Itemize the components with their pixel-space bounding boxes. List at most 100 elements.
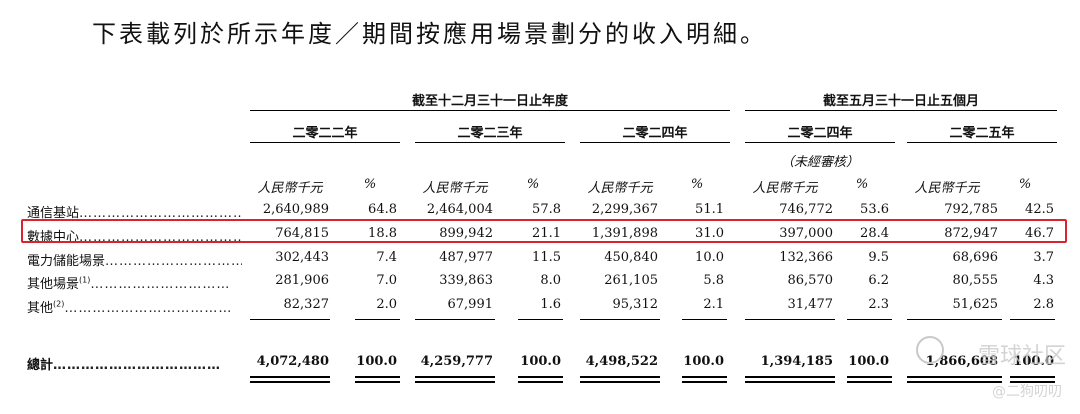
footnote-marker: (2) bbox=[53, 299, 65, 309]
amount-cell: 95,312 bbox=[612, 297, 659, 312]
row-label: 其他(2)……………………………… bbox=[27, 297, 242, 316]
percent-cell: 8.0 bbox=[540, 273, 561, 288]
unit-pct: % bbox=[1018, 177, 1032, 192]
amount-cell: 132,366 bbox=[779, 250, 833, 265]
unit-pct: % bbox=[526, 177, 540, 192]
watermark-user: @二狗叨叨 bbox=[992, 384, 1062, 400]
subtotal-rule bbox=[682, 319, 727, 320]
amount-cell: 764,815 bbox=[275, 226, 329, 241]
amount-cell: 4,498,522 bbox=[585, 354, 658, 369]
row-label: 其他場景(1)………………………… bbox=[27, 273, 242, 292]
amount-cell: 899,942 bbox=[439, 226, 493, 241]
total-double-rule bbox=[580, 376, 660, 383]
percent-cell: 100.0 bbox=[848, 354, 889, 369]
amount-cell: 1,866,608 bbox=[925, 354, 998, 369]
percent-cell: 28.4 bbox=[860, 226, 889, 241]
percent-cell: 2.8 bbox=[1033, 297, 1054, 312]
percent-cell: 4.3 bbox=[1033, 273, 1054, 288]
row-label: 總計……………………………… bbox=[27, 354, 242, 373]
amount-cell: 67,991 bbox=[447, 297, 494, 312]
percent-cell: 2.0 bbox=[376, 297, 397, 312]
amount-cell: 746,772 bbox=[779, 202, 833, 217]
total-double-rule bbox=[907, 376, 1002, 383]
amount-cell: 281,906 bbox=[275, 273, 329, 288]
page-title: 下表載列於所示年度／期間按應用場景劃分的收入明細。 bbox=[92, 20, 767, 48]
amount-cell: 487,977 bbox=[439, 250, 493, 265]
group-header-annual: 截至十二月三十一日止年度 bbox=[411, 94, 568, 109]
subtotal-rule bbox=[907, 319, 1002, 320]
amount-cell: 397,000 bbox=[779, 226, 833, 241]
unit-pct: % bbox=[363, 177, 377, 192]
subtotal-rule bbox=[355, 319, 400, 320]
amount-cell: 1,391,898 bbox=[591, 226, 658, 241]
amount-cell: 2,299,367 bbox=[591, 202, 658, 217]
row-label-text: 其他場景 bbox=[27, 277, 80, 292]
percent-cell: 100.0 bbox=[683, 354, 724, 369]
percent-cell: 7.0 bbox=[376, 273, 397, 288]
leader-dots: ………………………… bbox=[90, 277, 231, 292]
row-label-text: 電力儲能場景 bbox=[27, 254, 106, 269]
amount-cell: 82,327 bbox=[283, 297, 330, 312]
subtotal-rule bbox=[580, 319, 660, 320]
year-header-2024-5m: 二零二四年 bbox=[787, 126, 853, 141]
highlight-box bbox=[21, 219, 1067, 243]
unit-rmb: 人民幣千元 bbox=[422, 181, 488, 196]
year-underline-2022 bbox=[250, 142, 400, 143]
amount-cell: 1,394,185 bbox=[760, 354, 833, 369]
percent-cell: 18.8 bbox=[368, 226, 397, 241]
amount-cell: 2,464,004 bbox=[426, 202, 493, 217]
year-underline-2023 bbox=[415, 142, 565, 143]
percent-cell: 100.0 bbox=[1013, 354, 1054, 369]
amount-cell: 68,696 bbox=[952, 250, 999, 265]
subtotal-rule bbox=[745, 319, 835, 320]
leader-dots: ……………………………… bbox=[53, 358, 222, 373]
amount-cell: 450,840 bbox=[604, 250, 658, 265]
amount-cell: 80,555 bbox=[952, 273, 999, 288]
total-double-rule bbox=[518, 376, 563, 383]
percent-cell: 51.1 bbox=[695, 202, 724, 217]
amount-cell: 4,259,777 bbox=[420, 354, 493, 369]
year-underline-2025-5m bbox=[907, 142, 1057, 143]
year-header-2023: 二零二三年 bbox=[457, 126, 523, 141]
subtotal-rule bbox=[1010, 319, 1055, 320]
subtotal-rule bbox=[847, 319, 892, 320]
unit-rmb: 人民幣千元 bbox=[752, 181, 818, 196]
percent-cell: 100.0 bbox=[356, 354, 397, 369]
percent-cell: 64.8 bbox=[368, 202, 397, 217]
percent-cell: 42.5 bbox=[1025, 202, 1054, 217]
percent-cell: 2.3 bbox=[868, 297, 889, 312]
percent-cell: 2.1 bbox=[703, 297, 724, 312]
watermark-logo-icon bbox=[916, 336, 944, 364]
total-double-rule bbox=[250, 376, 330, 383]
total-double-rule bbox=[745, 376, 835, 383]
percent-cell: 57.8 bbox=[532, 202, 561, 217]
amount-cell: 4,072,480 bbox=[256, 354, 329, 369]
percent-cell: 10.0 bbox=[695, 250, 724, 265]
amount-cell: 339,863 bbox=[439, 273, 493, 288]
unit-rmb: 人民幣千元 bbox=[587, 181, 653, 196]
leader-dots: ……………………………… bbox=[79, 206, 242, 221]
watermark-site: 雪球社区 bbox=[977, 344, 1066, 369]
year-header-2022: 二零二二年 bbox=[292, 126, 358, 141]
row-label: 電力儲能場景………………………… bbox=[27, 250, 242, 269]
amount-cell: 872,947 bbox=[944, 226, 998, 241]
year-underline-2024 bbox=[580, 142, 730, 143]
row-label-text: 總計 bbox=[27, 358, 54, 373]
percent-cell: 100.0 bbox=[520, 354, 561, 369]
percent-cell: 3.7 bbox=[1033, 250, 1054, 265]
percent-cell: 53.6 bbox=[860, 202, 889, 217]
subtotal-rule bbox=[415, 319, 495, 320]
unit-pct: % bbox=[855, 177, 869, 192]
group-underline-annual bbox=[250, 110, 730, 111]
leader-dots: ……………………………… bbox=[64, 301, 233, 316]
year-underline-2024-5m bbox=[745, 142, 895, 143]
amount-cell: 51,625 bbox=[952, 297, 999, 312]
amount-cell: 261,105 bbox=[604, 273, 658, 288]
unaudited-note: （未經審核） bbox=[780, 155, 859, 170]
percent-cell: 31.0 bbox=[695, 226, 724, 241]
amount-cell: 86,570 bbox=[787, 273, 834, 288]
amount-cell: 2,640,989 bbox=[262, 202, 329, 217]
total-double-rule bbox=[682, 376, 727, 383]
percent-cell: 7.4 bbox=[376, 250, 397, 265]
amount-cell: 792,785 bbox=[944, 202, 998, 217]
